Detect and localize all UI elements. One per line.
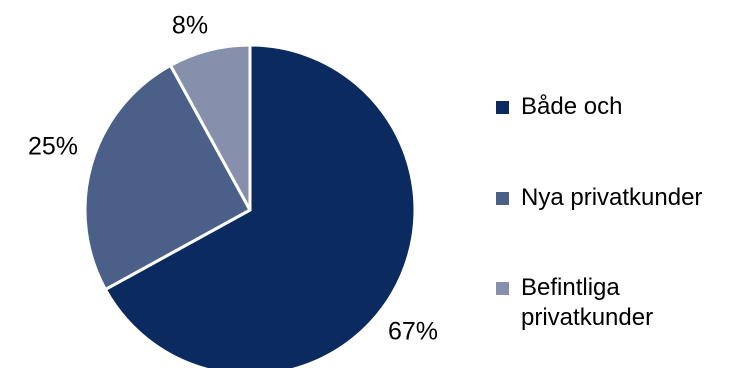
pie-value-labels: 67% 25% 8% bbox=[28, 12, 438, 346]
pie-slice-befintliga-privatkunder bbox=[169, 43, 252, 212]
pie-slices bbox=[83, 43, 417, 368]
pie-slice-nya-privatkunder bbox=[83, 63, 252, 291]
legend-label-nya-privatkunder: Nya privatkunder bbox=[521, 184, 703, 211]
slice-value-label-bade-och: 67% bbox=[388, 318, 438, 346]
legend-item-bade-och: Både och bbox=[496, 92, 731, 122]
legend-swatch-befintliga-privatkunder bbox=[496, 282, 509, 295]
legend-swatch-bade-och bbox=[496, 101, 509, 114]
pie-slice-bade-och bbox=[103, 43, 417, 368]
legend-item-nya-privatkunder: Nya privatkunder bbox=[496, 183, 731, 213]
legend-label-befintliga-privatkunder: Befintliga privatkunder bbox=[521, 274, 654, 331]
slice-value-label-nya-privatkunder: 25% bbox=[28, 133, 78, 161]
legend-item-befintliga-privatkunder: Befintliga privatkunder bbox=[496, 273, 731, 333]
legend-label-bade-och: Både och bbox=[521, 93, 623, 120]
legend-swatch-nya-privatkunder bbox=[496, 192, 509, 205]
slice-value-label-befintliga-privatkunder: 8% bbox=[172, 12, 208, 40]
